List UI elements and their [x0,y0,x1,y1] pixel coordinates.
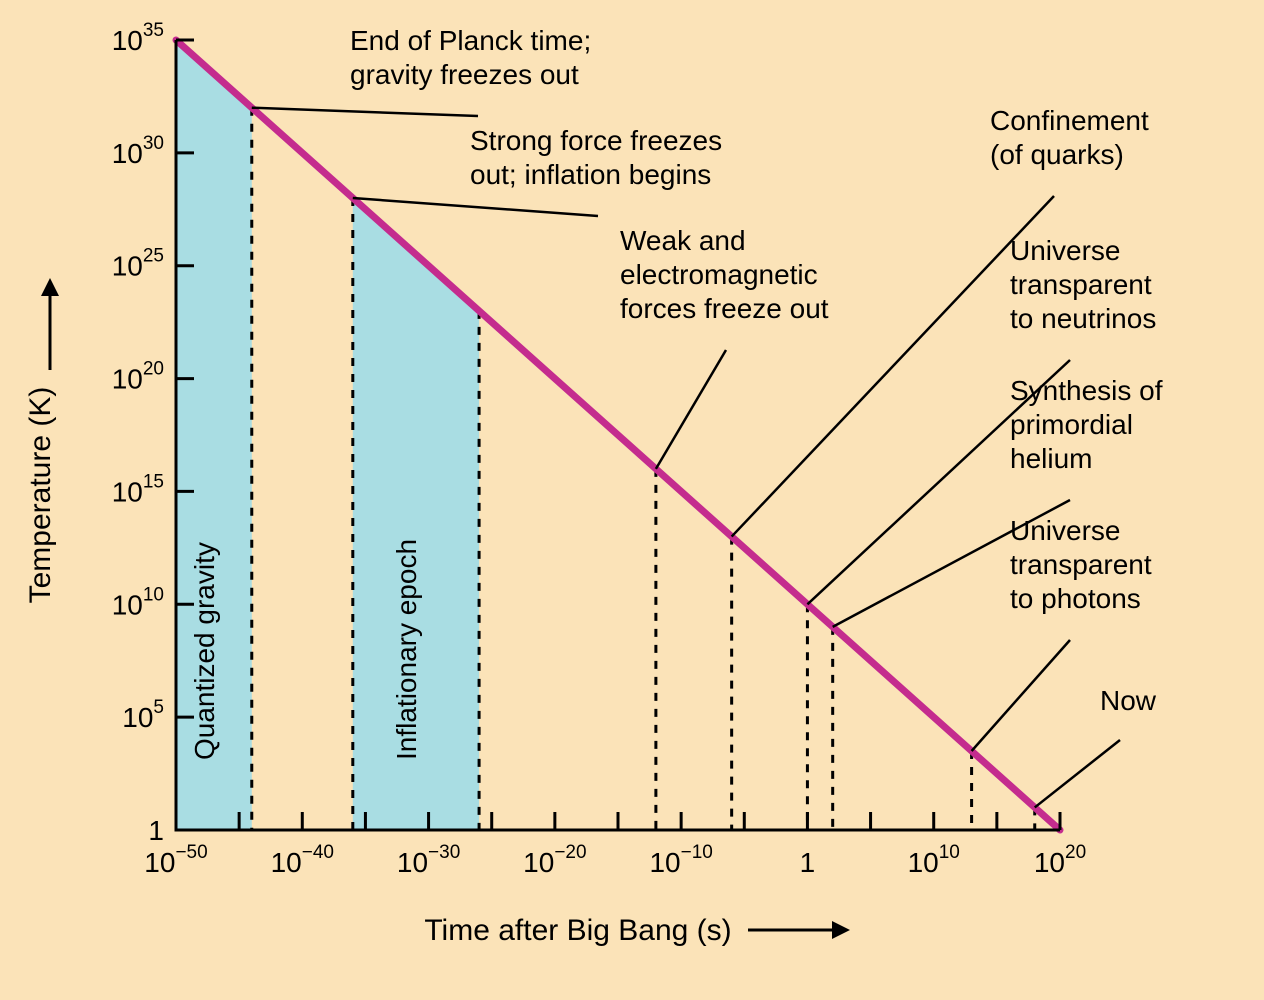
ann-now: Now [1100,685,1157,716]
bigbang-timeline-chart: Quantized gravityInflationary epoch10−50… [0,0,1264,1000]
y-tick-label: 1 [148,815,164,846]
quantized-gravity-label: Quantized gravity [189,542,220,760]
x-tick-label: 1 [800,847,816,878]
inflationary-epoch-label: Inflationary epoch [391,539,422,760]
y-axis-label: Temperature (K) [24,387,57,604]
x-axis-label: Time after Big Bang (s) [424,914,731,947]
